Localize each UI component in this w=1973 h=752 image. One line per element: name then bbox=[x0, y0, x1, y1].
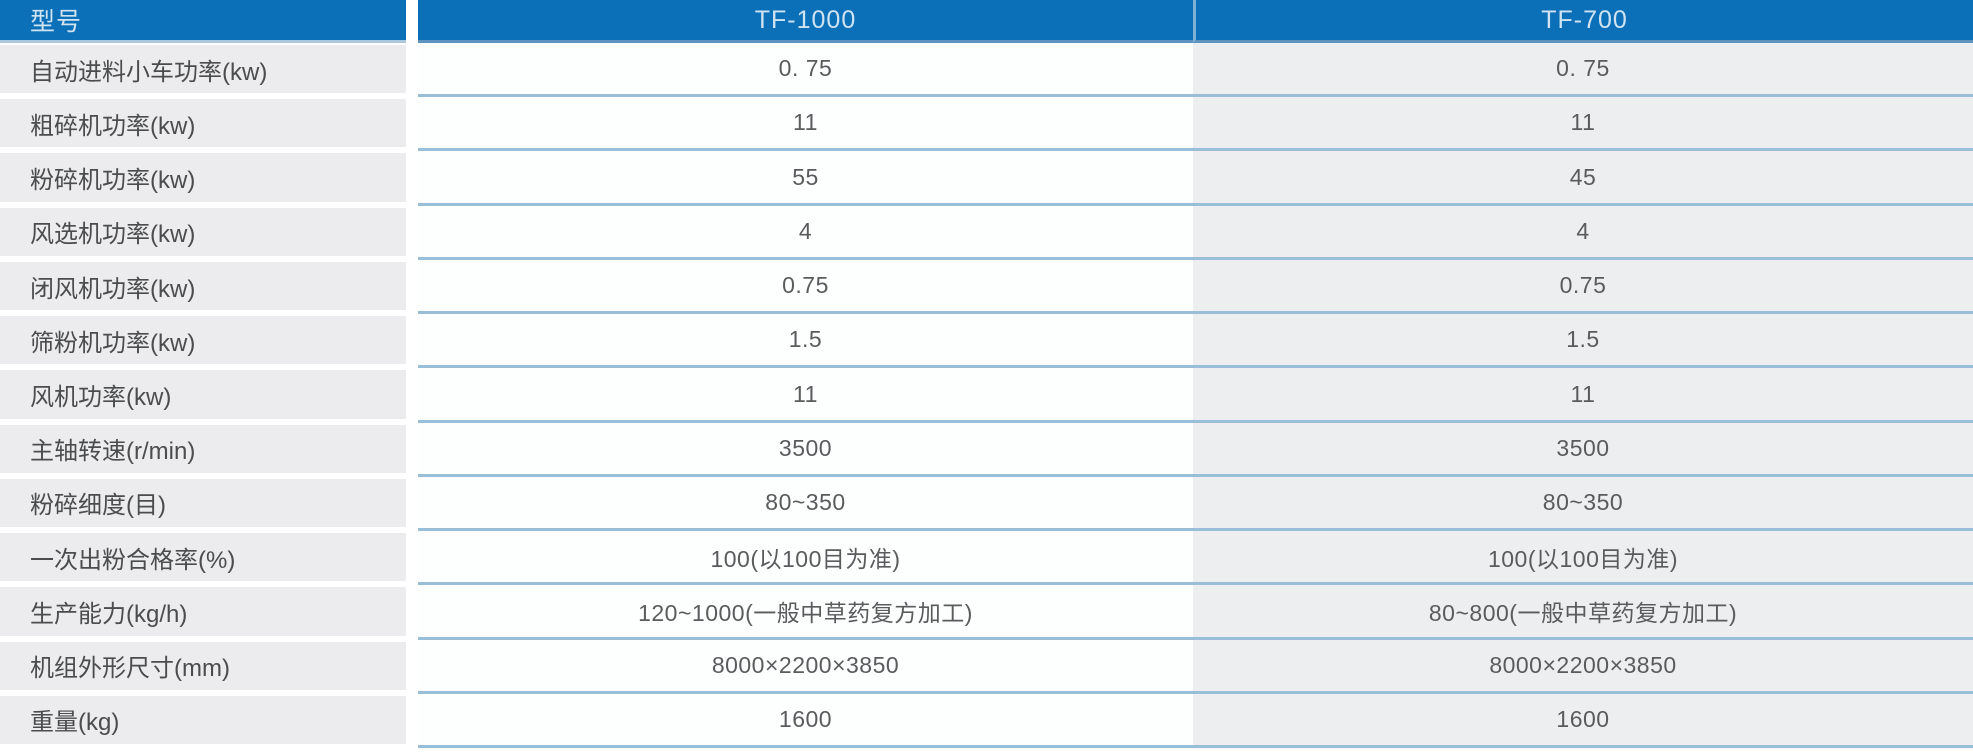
tf700-value: 80~350 bbox=[1193, 476, 1973, 532]
tf1000-value: 3500 bbox=[418, 422, 1193, 477]
tf700-value: 45 bbox=[1193, 151, 1973, 206]
tf700-value: 80~800(一般中草药复方加工) bbox=[1193, 585, 1973, 640]
tf700-value: 1.5 bbox=[1193, 314, 1973, 369]
table-row: 粉碎细度(目) 80~350 80~350 bbox=[0, 476, 1973, 532]
row-label: 筛粉机功率(kw) bbox=[0, 314, 406, 369]
tf700-value: 0.75 bbox=[1193, 259, 1973, 315]
row-label: 生产能力(kg/h) bbox=[0, 585, 406, 640]
row-label: 粉碎细度(目) bbox=[0, 476, 406, 532]
table-header-row: 型号 TF-1000 TF-700 bbox=[0, 0, 1973, 43]
tf1000-value: 11 bbox=[418, 368, 1193, 423]
table-row: 粉碎机功率(kw) 55 45 bbox=[0, 151, 1973, 206]
tf700-value: 1600 bbox=[1193, 693, 1973, 749]
row-label: 主轴转速(r/min) bbox=[0, 422, 406, 477]
tf700-value: 8000×2200×3850 bbox=[1193, 639, 1973, 694]
table-row: 生产能力(kg/h) 120~1000(一般中草药复方加工) 80~800(一般… bbox=[0, 585, 1973, 640]
table-row: 自动进料小车功率(kw) 0. 75 0. 75 bbox=[0, 43, 1973, 98]
table-row: 粗碎机功率(kw) 11 11 bbox=[0, 97, 1973, 152]
tf700-value: 3500 bbox=[1193, 422, 1973, 477]
table-row: 一次出粉合格率(%) 100(以100目为准) 100(以100目为准) bbox=[0, 531, 1973, 586]
tf1000-value: 8000×2200×3850 bbox=[418, 639, 1193, 694]
table-row: 风选机功率(kw) 4 4 bbox=[0, 205, 1973, 260]
table-row: 筛粉机功率(kw) 1.5 1.5 bbox=[0, 314, 1973, 369]
table-row: 主轴转速(r/min) 3500 3500 bbox=[0, 422, 1973, 477]
tf1000-value: 0. 75 bbox=[418, 43, 1193, 98]
tf700-value: 11 bbox=[1193, 368, 1973, 423]
row-label: 重量(kg) bbox=[0, 693, 406, 749]
row-label: 粉碎机功率(kw) bbox=[0, 151, 406, 206]
row-label: 一次出粉合格率(%) bbox=[0, 531, 406, 586]
header-model-label: 型号 bbox=[0, 0, 406, 43]
tf1000-value: 80~350 bbox=[418, 476, 1193, 532]
tf700-value: 0. 75 bbox=[1193, 43, 1973, 98]
row-label: 闭风机功率(kw) bbox=[0, 259, 406, 315]
tf1000-value: 1600 bbox=[418, 693, 1193, 749]
tf1000-value: 1.5 bbox=[418, 314, 1193, 369]
tf1000-value: 11 bbox=[418, 97, 1193, 152]
tf700-value: 4 bbox=[1193, 205, 1973, 260]
tf1000-value: 55 bbox=[418, 151, 1193, 206]
header-column-tf1000: TF-1000 bbox=[418, 0, 1193, 43]
header-column-tf700: TF-700 bbox=[1193, 0, 1973, 43]
tf1000-value: 120~1000(一般中草药复方加工) bbox=[418, 585, 1193, 640]
table-row: 风机功率(kw) 11 11 bbox=[0, 368, 1973, 423]
tf1000-value: 100(以100目为准) bbox=[418, 531, 1193, 586]
tf1000-value: 4 bbox=[418, 205, 1193, 260]
row-label: 自动进料小车功率(kw) bbox=[0, 43, 406, 98]
row-label: 粗碎机功率(kw) bbox=[0, 97, 406, 152]
table-row: 机组外形尺寸(mm) 8000×2200×3850 8000×2200×3850 bbox=[0, 639, 1973, 694]
row-label: 机组外形尺寸(mm) bbox=[0, 639, 406, 694]
tf700-value: 100(以100目为准) bbox=[1193, 531, 1973, 586]
tf700-value: 11 bbox=[1193, 97, 1973, 152]
table-row: 重量(kg) 1600 1600 bbox=[0, 693, 1973, 749]
table-row: 闭风机功率(kw) 0.75 0.75 bbox=[0, 259, 1973, 315]
tf1000-value: 0.75 bbox=[418, 259, 1193, 315]
row-label: 风机功率(kw) bbox=[0, 368, 406, 423]
row-label: 风选机功率(kw) bbox=[0, 205, 406, 260]
